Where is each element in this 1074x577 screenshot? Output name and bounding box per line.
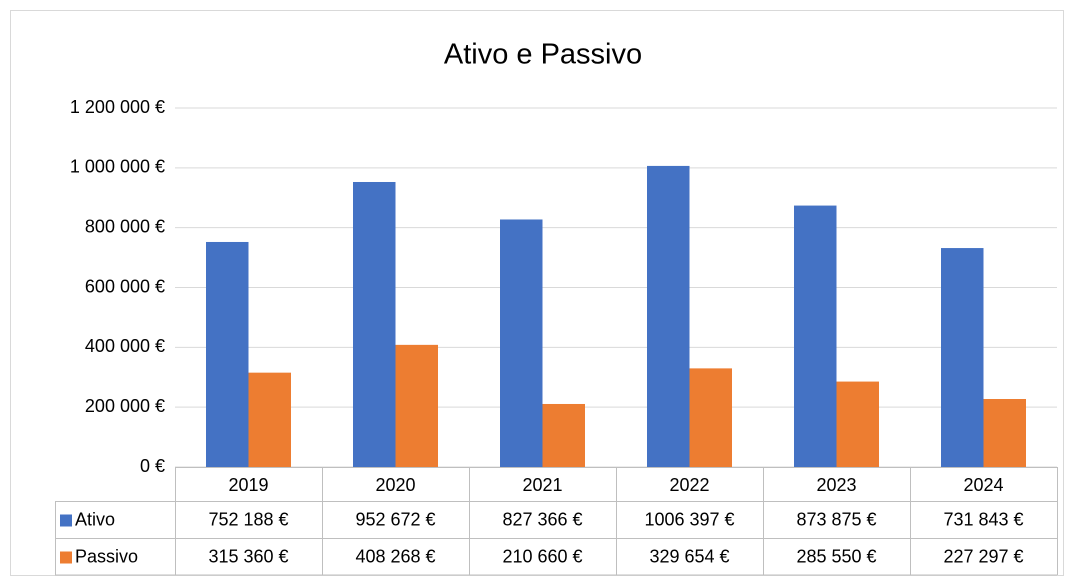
bar <box>941 248 984 467</box>
data-table-cell: 827 366 € <box>502 509 582 529</box>
y-tick-label: 200 000 € <box>85 396 165 416</box>
y-tick-label: 0 € <box>140 456 165 476</box>
x-tick-label: 2023 <box>816 475 856 495</box>
x-tick-label: 2020 <box>375 475 415 495</box>
legend-swatch <box>60 551 72 564</box>
y-tick-label: 600 000 € <box>85 276 165 296</box>
data-table-cell: 408 268 € <box>355 546 435 566</box>
y-tick-label: 800 000 € <box>85 216 165 236</box>
bar <box>647 165 690 468</box>
data-table-cell: 873 875 € <box>796 509 876 529</box>
bar <box>794 205 837 467</box>
bar <box>689 368 732 467</box>
data-table-cell: 210 660 € <box>502 546 582 566</box>
bar <box>500 219 543 467</box>
legend-swatch <box>60 514 72 527</box>
bar <box>353 181 396 467</box>
data-table-cell: 315 360 € <box>208 546 288 566</box>
x-tick-label: 2021 <box>522 475 562 495</box>
x-tick-label: 2024 <box>963 475 1003 495</box>
bar <box>983 399 1026 467</box>
data-table-cell: 752 188 € <box>208 509 288 529</box>
y-tick-label: 1 000 000 € <box>70 157 165 177</box>
x-tick-label: 2019 <box>228 475 268 495</box>
bar <box>836 381 879 467</box>
chart-title: Ativo e Passivo <box>444 39 642 71</box>
x-tick-label: 2022 <box>669 475 709 495</box>
data-table-cell: 1006 397 € <box>644 509 734 529</box>
bar <box>542 403 585 467</box>
bar <box>206 241 249 467</box>
legend-label: Passivo <box>75 546 138 566</box>
y-tick-label: 1 200 000 € <box>70 97 165 117</box>
bar <box>395 344 438 467</box>
data-table-cell: 285 550 € <box>796 546 876 566</box>
bar <box>248 372 291 467</box>
y-tick-label: 400 000 € <box>85 336 165 356</box>
data-table-cell: 329 654 € <box>649 546 729 566</box>
legend-label: Ativo <box>75 509 115 529</box>
data-table-cell: 227 297 € <box>943 546 1023 566</box>
data-table-cell: 731 843 € <box>943 509 1023 529</box>
data-table-cell: 952 672 € <box>355 509 435 529</box>
